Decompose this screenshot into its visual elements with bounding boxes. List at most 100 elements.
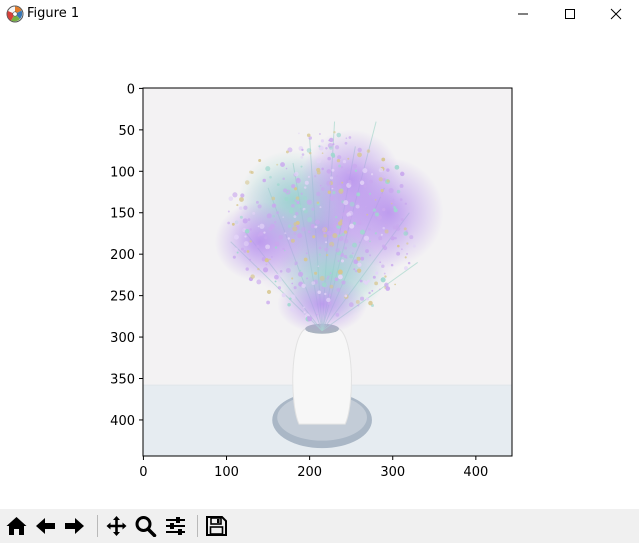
image-flower-dot [228, 196, 234, 201]
image-flower-dot [383, 272, 386, 275]
close-button[interactable] [593, 0, 639, 28]
image-flower-dot [379, 193, 384, 198]
image-flower-dot [348, 219, 351, 222]
back-button[interactable] [32, 512, 59, 540]
image-flower-dot [293, 215, 297, 219]
image-flower-dot [249, 170, 253, 174]
image-flower-dot [325, 147, 328, 150]
image-flower-dot [356, 192, 361, 197]
image-flower-dot [372, 275, 376, 279]
minimize-icon [518, 13, 528, 15]
image-flower-dot [385, 286, 391, 291]
image-flower-dot [359, 279, 363, 283]
home-button[interactable] [3, 512, 30, 540]
image-flower-dot [240, 247, 244, 251]
configure-subplots-button[interactable] [162, 512, 189, 540]
image-flower-dot [399, 183, 404, 188]
image-flower-dot [303, 209, 308, 214]
image-flower-dot [319, 184, 322, 187]
image-flower-dot [303, 306, 305, 309]
image-flower-dot [349, 201, 355, 207]
image-flower-dot [256, 245, 260, 249]
image-flower-dot [324, 292, 327, 296]
image-flower-dot [284, 196, 289, 201]
image-flower-dot [317, 290, 321, 295]
image-flower-dot [236, 204, 239, 207]
image-flower-dot [314, 219, 320, 225]
image-flower-dot [325, 253, 329, 257]
image-flower-dot [384, 223, 388, 227]
image-flower-dot [296, 200, 300, 205]
image-flower-dot [243, 241, 249, 247]
image-flower-dot [365, 249, 369, 253]
image-flower-dot [232, 255, 236, 259]
image-flower-dot [332, 191, 336, 195]
image-flower-dot [291, 282, 294, 285]
image-flower-dot [378, 236, 383, 241]
image-flower-dot [276, 163, 279, 166]
image-flower-dot [247, 218, 251, 221]
pan-button[interactable] [103, 512, 130, 540]
image-flower-dot [314, 225, 318, 229]
image-flower-dot [311, 207, 315, 211]
image-flower-dot [334, 277, 339, 282]
image-flower-dot [297, 271, 304, 277]
image-flower-dot [234, 220, 240, 226]
image-flower-dot [388, 187, 394, 194]
image-flower-dot [301, 153, 305, 156]
image-flower-dot [382, 245, 388, 251]
image-flower-dot [338, 164, 342, 168]
image-flower-dot [262, 267, 269, 273]
image-flower-dot [243, 249, 247, 253]
image-flower-dot [337, 155, 342, 160]
image-flower-dot [274, 274, 279, 280]
image-flower-dot [285, 150, 289, 154]
image-flower-dot [298, 132, 300, 135]
image-flower-dot [352, 163, 358, 169]
image-flower-dot [295, 196, 300, 200]
image-flower-dot [266, 248, 269, 251]
image-flower-dot [266, 213, 272, 219]
image-flower-dot [257, 204, 262, 209]
figure-canvas[interactable]: 0 100 200 300 400 0 50 100 150 200 250 300 350 400 [0, 28, 639, 509]
image-flower-dot [318, 145, 321, 148]
image-flower-dot [296, 177, 300, 181]
minimize-button[interactable] [500, 0, 546, 28]
image-vase [292, 328, 352, 425]
image-flower-dot [403, 231, 408, 236]
image-flower-dot [348, 136, 352, 139]
maximize-button[interactable] [547, 0, 593, 28]
save-button[interactable] [203, 512, 230, 540]
image-flower-dot [326, 180, 332, 186]
image-flower-dot [335, 313, 340, 317]
image-flower-dot [382, 207, 386, 212]
image-flower-dot [380, 233, 383, 236]
image-flower-dot [399, 171, 405, 177]
image-flower-dot [314, 175, 317, 178]
image-flower-dot [297, 204, 302, 209]
image-flower-dot [307, 217, 313, 223]
image-flower-dot [393, 206, 396, 209]
image-flower-dot [336, 287, 341, 292]
x-tick-label: 400 [463, 465, 488, 480]
image-flower-dot [266, 289, 272, 295]
image-flower-dot [271, 196, 276, 201]
image-flower-dot [353, 259, 359, 265]
image-flower-dot [352, 242, 358, 248]
image-flower-dot [337, 260, 340, 262]
forward-button[interactable] [61, 512, 88, 540]
image-flower-dot [381, 157, 386, 162]
image-flower-dot [346, 170, 351, 175]
y-tick-label: 250 [110, 290, 135, 305]
image-flower-dot [303, 311, 306, 314]
image-flower-dot [312, 235, 316, 239]
image-flower-dot [369, 240, 371, 243]
image-flower-dot [318, 246, 322, 250]
image-flower-dot [384, 229, 389, 234]
image-flower-dot [239, 197, 244, 202]
x-tick-label: 100 [214, 465, 239, 480]
zoom-button[interactable] [132, 512, 159, 540]
image-flower-dot [394, 164, 400, 170]
image-flower-dot [399, 198, 403, 202]
image-flower-dot [382, 178, 386, 182]
